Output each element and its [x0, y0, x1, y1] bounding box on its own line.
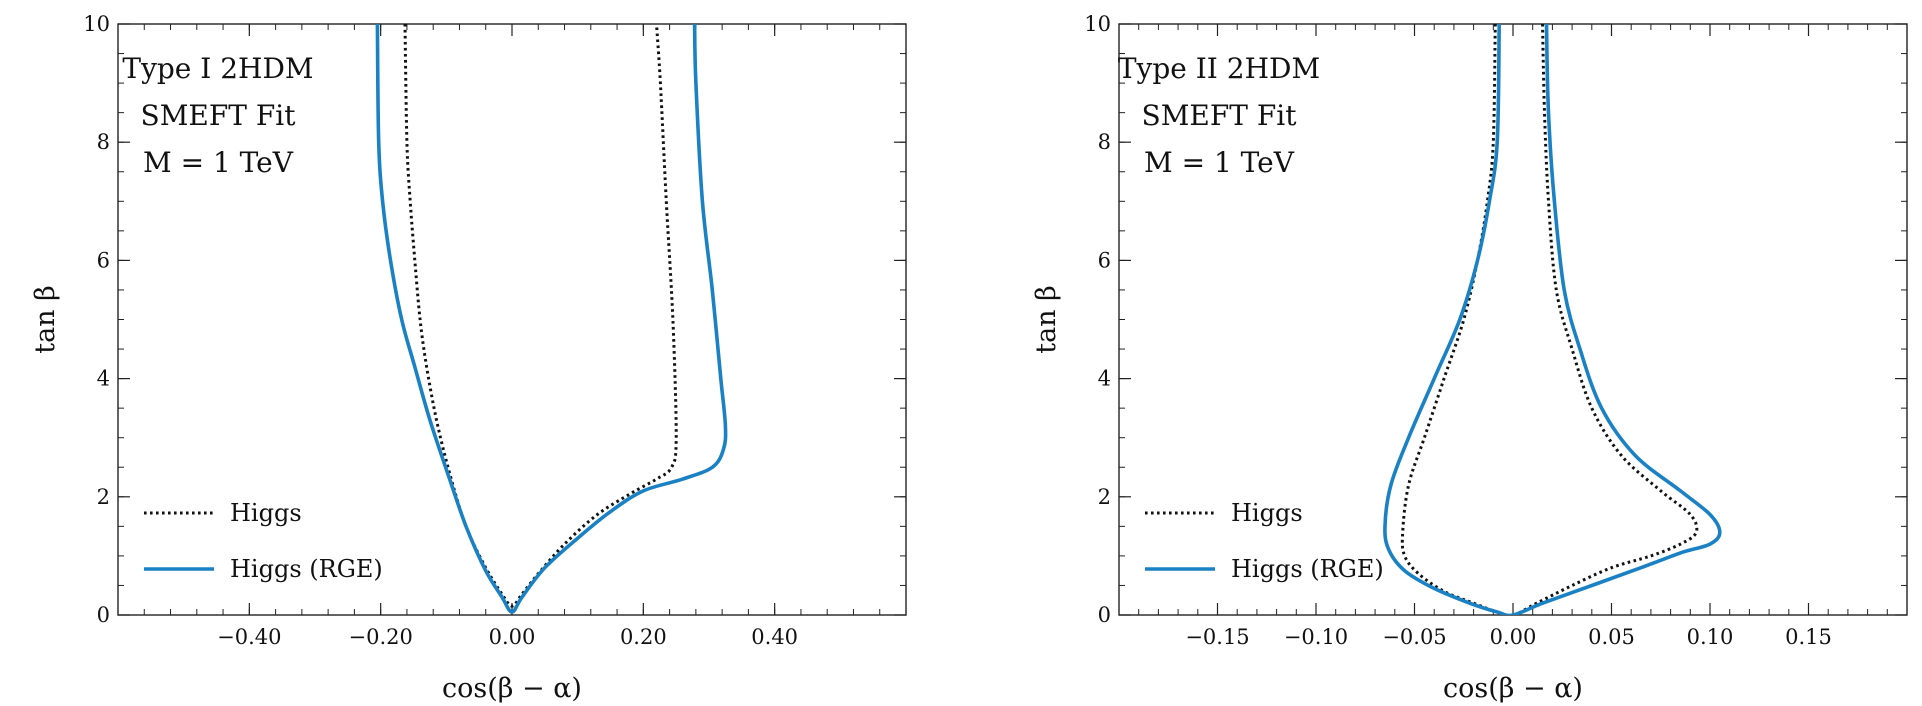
x-tick-label: −0.15 [1185, 625, 1249, 649]
x-tick-label: 0.10 [1687, 625, 1734, 649]
y-tick-label: 4 [1098, 367, 1111, 391]
annotation-line: Type II 2HDM [1118, 52, 1320, 85]
y-tick-label: 2 [97, 485, 110, 509]
legend-label: Higgs (RGE) [1231, 555, 1384, 583]
chart-panel-2: −0.15 −0.10 −0.05 0.00 0.05 0.10 0.15 0 2 4 6 8 10 co… [1031, 12, 1908, 704]
y-tick-label: 0 [97, 603, 110, 627]
annotation-line: SMEFT Fit [1142, 99, 1298, 132]
x-tick-label: 0.20 [620, 625, 667, 649]
y-tick-label: 2 [1098, 485, 1111, 509]
y-axis-label: tan β [30, 285, 61, 354]
x-tick-label: −0.05 [1382, 625, 1446, 649]
x-axis-label: cos(β − α) [1443, 673, 1583, 704]
y-tick-label: 10 [1084, 12, 1111, 36]
y-tick-label: 0 [1098, 603, 1111, 627]
x-tick-label: −0.20 [348, 625, 412, 649]
legend-label: Higgs [230, 499, 302, 527]
x-tick-label: −0.40 [217, 625, 281, 649]
y-tick-label: 10 [83, 12, 110, 36]
x-tick-label: 0.40 [751, 625, 798, 649]
y-tick-label: 4 [97, 367, 110, 391]
y-tick-label: 6 [1098, 248, 1111, 272]
y-tick-label: 6 [97, 248, 110, 272]
series-line-higgs-rge [375, 24, 728, 614]
y-axis-label: tan β [1031, 285, 1062, 354]
y-tick-label: 8 [1098, 130, 1111, 154]
x-tick-label: 0.00 [489, 625, 536, 649]
annotation-line: Type I 2HDM [122, 52, 313, 85]
x-tick-label: −0.10 [1284, 625, 1348, 649]
series-line-higgs-rge [1383, 24, 1722, 615]
legend-label: Higgs (RGE) [230, 555, 383, 583]
x-tick-label: 0.05 [1588, 625, 1635, 649]
x-tick-label: 0.00 [1490, 625, 1537, 649]
series-line-higgs [1400, 24, 1699, 615]
x-tick-label: 0.15 [1785, 625, 1832, 649]
y-tick-label: 8 [97, 130, 110, 154]
series-line-higgs [403, 24, 678, 608]
annotation-line: SMEFT Fit [141, 99, 297, 132]
annotation-line: M = 1 TeV [1144, 146, 1295, 179]
annotation-line: M = 1 TeV [143, 146, 294, 179]
chart-panel-1: −0.40 −0.20 0.00 0.20 0.40 0 2 4 6 8 10 cos(β − α) t… [30, 12, 907, 704]
legend-label: Higgs [1231, 499, 1303, 527]
x-axis-label: cos(β − α) [442, 673, 582, 704]
